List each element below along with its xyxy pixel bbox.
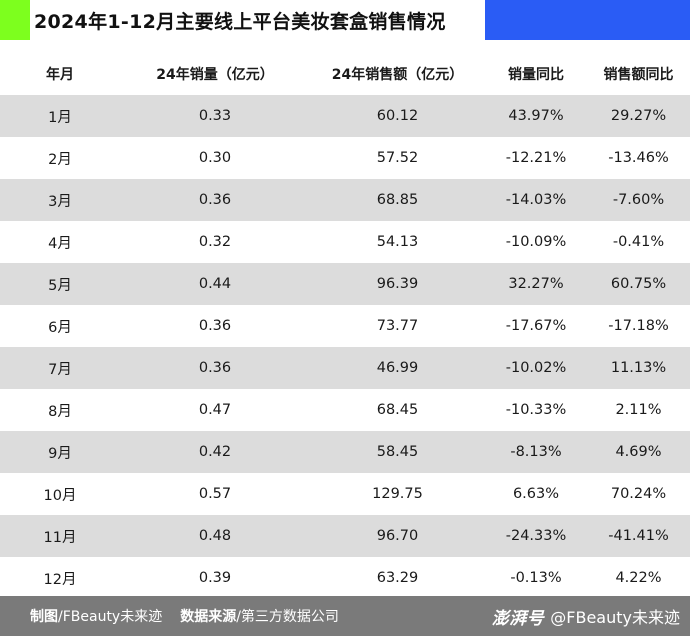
month-cell: 11月 (43, 529, 77, 546)
volume-cell: 0.33 (198, 108, 232, 124)
header-volume: 24年销量（亿元） (156, 67, 274, 83)
amount-cell: 63.29 (376, 570, 419, 586)
amount-yoy-cell: 2.11% (615, 402, 662, 418)
volume-cell: 0.30 (198, 150, 232, 166)
watermark: 澎湃号 @FBeauty未来迹 (492, 604, 690, 629)
month-cell: 6月 (48, 319, 72, 336)
amount-yoy-cell: 11.13% (610, 360, 667, 376)
month-cell: 12月 (43, 571, 77, 588)
month-cell: 9月 (48, 445, 72, 462)
amount-cell: 129.75 (372, 486, 423, 502)
volume-yoy-cell: -24.33% (505, 528, 567, 544)
volume-cell: 0.39 (198, 570, 232, 586)
month-cell: 5月 (48, 277, 72, 294)
table-row: 2月 0.30 57.52 -12.21% -13.46% (0, 137, 690, 179)
volume-yoy-cell: -10.33% (505, 402, 567, 418)
volume-cell: 0.47 (198, 402, 232, 418)
volume-yoy-cell: 43.97% (508, 108, 564, 124)
source-label: 数据来源 (180, 609, 237, 625)
month-cell: 2月 (48, 151, 72, 168)
volume-yoy-cell: 6.63% (512, 486, 560, 502)
month-cell: 1月 (48, 109, 72, 126)
amount-cell: 60.12 (376, 108, 419, 124)
amount-yoy-cell: 29.27% (610, 108, 667, 124)
table-row: 10月 0.57 129.75 6.63% 70.24% (0, 473, 690, 515)
volume-yoy-cell: -12.21% (505, 150, 567, 166)
table-row: 5月 0.44 96.39 32.27% 60.75% (0, 263, 690, 305)
footer-bar: 制图 /FBeauty未来迹 数据来源 /第三方数据公司 澎湃号 @FBeaut… (0, 596, 690, 636)
made-by-label: 制图 (30, 609, 58, 625)
volume-yoy-cell: -10.02% (505, 360, 567, 376)
amount-cell: 54.13 (376, 234, 419, 250)
amount-yoy-cell: 4.22% (615, 570, 662, 586)
table-row: 12月 0.39 63.29 -0.13% 4.22% (0, 557, 690, 599)
header-amount-yoy: 销售额同比 (603, 67, 674, 83)
accent-bar-blue (485, 0, 690, 40)
volume-yoy-cell: -10.09% (505, 234, 567, 250)
volume-yoy-cell: 32.27% (508, 276, 564, 292)
page-title: 2024年1-12月主要线上平台美妆套盒销售情况 (34, 10, 446, 33)
volume-yoy-cell: -8.13% (510, 444, 562, 460)
amount-yoy-cell: -41.41% (608, 528, 669, 544)
title-box: 2024年1-12月主要线上平台美妆套盒销售情况 (30, 0, 485, 40)
header-amount: 24年销售额（亿元） (331, 67, 464, 83)
table-row: 7月 0.36 46.99 -10.02% 11.13% (0, 347, 690, 389)
table-body: 1月 0.33 60.12 43.97% 29.27% 2月 0.30 57.52 -12.21… (0, 95, 690, 599)
volume-cell: 0.36 (198, 192, 232, 208)
volume-cell: 0.57 (198, 486, 232, 502)
source-value: /第三方数据公司 (236, 609, 339, 625)
amount-yoy-cell: -13.46% (608, 150, 669, 166)
account-handle: @FBeauty未来迹 (550, 608, 680, 627)
amount-cell: 58.45 (376, 444, 419, 460)
month-cell: 8月 (48, 403, 72, 420)
table-header-row: 年月 24年销量（亿元） 24年销售额（亿元） 销量同比 销售额同比 (0, 53, 690, 95)
table-row: 8月 0.47 68.45 -10.33% 2.11% (0, 389, 690, 431)
volume-cell: 0.36 (198, 360, 232, 376)
amount-cell: 46.99 (376, 360, 419, 376)
sales-table: 年月 24年销量（亿元） 24年销售额（亿元） 销量同比 销售额同比 1月 0.3… (0, 53, 690, 599)
amount-cell: 96.39 (376, 276, 419, 292)
header-volume-yoy: 销量同比 (508, 67, 564, 83)
volume-yoy-cell: -17.67% (505, 318, 567, 334)
brand-logo-text: 澎湃号 (491, 608, 545, 629)
volume-cell: 0.44 (198, 276, 232, 292)
table-row: 4月 0.32 54.13 -10.09% -0.41% (0, 221, 690, 263)
month-cell: 10月 (43, 487, 77, 504)
volume-cell: 0.48 (198, 528, 232, 544)
amount-cell: 68.85 (376, 192, 419, 208)
amount-cell: 73.77 (376, 318, 419, 334)
made-by-value: /FBeauty未来迹 (58, 609, 163, 625)
table-row: 9月 0.42 58.45 -8.13% 4.69% (0, 431, 690, 473)
table-row: 6月 0.36 73.77 -17.67% -17.18% (0, 305, 690, 347)
amount-yoy-cell: 70.24% (610, 486, 667, 502)
table-row: 3月 0.36 68.85 -14.03% -7.60% (0, 179, 690, 221)
volume-yoy-cell: -14.03% (505, 192, 567, 208)
amount-yoy-cell: 4.69% (615, 444, 662, 460)
accent-bar-green (0, 0, 30, 40)
amount-yoy-cell: -17.18% (608, 318, 669, 334)
volume-yoy-cell: -0.13% (510, 570, 562, 586)
amount-cell: 57.52 (376, 150, 419, 166)
volume-cell: 0.42 (198, 444, 232, 460)
month-cell: 4月 (48, 235, 72, 252)
month-cell: 7月 (48, 361, 72, 378)
month-cell: 3月 (48, 193, 72, 210)
title-bar: 2024年1-12月主要线上平台美妆套盒销售情况 (0, 0, 690, 40)
volume-cell: 0.36 (198, 318, 232, 334)
amount-yoy-cell: -0.41% (612, 234, 665, 250)
table-row: 1月 0.33 60.12 43.97% 29.27% (0, 95, 690, 137)
table-row: 11月 0.48 96.70 -24.33% -41.41% (0, 515, 690, 557)
amount-yoy-cell: -7.60% (612, 192, 665, 208)
footer-credits: 制图 /FBeauty未来迹 数据来源 /第三方数据公司 (0, 606, 339, 626)
amount-cell: 68.45 (376, 402, 419, 418)
amount-yoy-cell: 60.75% (610, 276, 667, 292)
volume-cell: 0.32 (198, 234, 232, 250)
amount-cell: 96.70 (376, 528, 419, 544)
header-month: 年月 (46, 67, 74, 83)
